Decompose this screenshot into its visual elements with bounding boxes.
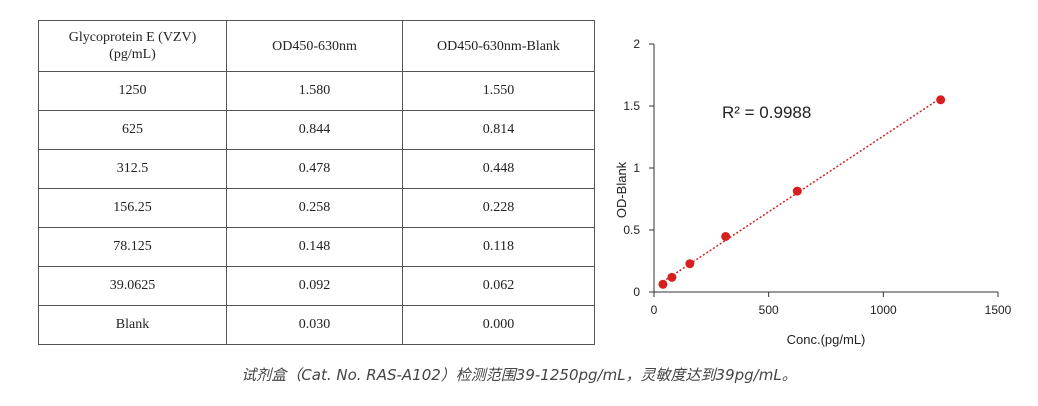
table-cell: 0.228 [402, 188, 595, 228]
data-point [667, 272, 677, 282]
table-cell: 0.478 [226, 149, 403, 189]
table-cell: 0.814 [402, 110, 595, 150]
x-tick-label: 1500 [985, 303, 1012, 317]
table-cell: 312.5 [38, 149, 227, 189]
y-tick-label: 1.5 [623, 99, 640, 113]
table-row: 39.0625 0.092 0.062 [38, 266, 595, 306]
y-tick-label: 2 [633, 37, 640, 51]
table-cell: 625 [38, 110, 227, 150]
chart-axes: 0 0.5 1 1.5 2 0 500 1000 1500 [623, 37, 1011, 317]
table-row: 156.25 0.258 0.228 [38, 188, 595, 228]
standard-curve-chart: 0 0.5 1 1.5 2 0 500 1000 1500 R² = 0.9988 Conc.(… [614, 37, 1012, 347]
data-point [936, 95, 946, 105]
table-cell: 1.550 [402, 71, 595, 111]
r-squared-annotation: R² = 0.9988 [722, 103, 811, 122]
table-cell: 0.000 [402, 305, 595, 345]
table-header-row: Glycoprotein E (VZV) (pg/mL) OD450-630nm O… [38, 20, 595, 72]
table-cell: 0.844 [226, 110, 403, 150]
table-cell: 1250 [38, 71, 227, 111]
data-table: Glycoprotein E (VZV) (pg/mL) OD450-630nm O… [38, 20, 595, 345]
table-cell: 1.580 [226, 71, 403, 111]
y-axis-label: OD-Blank [614, 161, 629, 218]
table-cell: 0.258 [226, 188, 403, 228]
y-tick-label: 0.5 [623, 223, 640, 237]
data-points [658, 95, 946, 289]
table-row: 78.125 0.148 0.118 [38, 227, 595, 267]
table-row: 312.5 0.478 0.448 [38, 149, 595, 189]
data-point [721, 231, 731, 241]
x-tick-label: 1000 [870, 303, 897, 317]
table-body: 1250 1.580 1.550 625 0.844 0.814 312.5 0.478 0.4… [38, 71, 595, 345]
table-cell: 0.118 [402, 227, 595, 267]
table-row: 625 0.844 0.814 [38, 110, 595, 150]
table-cell: 156.25 [38, 188, 227, 228]
y-tick-label: 1 [633, 161, 640, 175]
table-cell: 0.448 [402, 149, 595, 189]
x-tick-label: 500 [759, 303, 779, 317]
trendline [662, 97, 942, 283]
table-cell: 0.030 [226, 305, 403, 345]
data-point [658, 279, 668, 289]
table-cell: 0.092 [226, 266, 403, 306]
trendline-group [662, 97, 942, 283]
x-axis-label: Conc.(pg/mL) [787, 332, 866, 347]
table-header-cell: Glycoprotein E (VZV) (pg/mL) [38, 20, 227, 72]
table-header-cell: OD450-630nm [226, 20, 403, 72]
table-row: 1250 1.580 1.550 [38, 71, 595, 111]
table-cell: Blank [38, 305, 227, 345]
y-tick-label: 0 [633, 285, 640, 299]
table-header-cell: OD450-630nm-Blank [402, 20, 595, 72]
x-tick-label: 0 [651, 303, 658, 317]
caption: 试剂盒（Cat. No. RAS-A102）检测范围39-1250pg/mL，灵… [241, 366, 797, 384]
data-point [685, 259, 695, 269]
table-cell: 78.125 [38, 227, 227, 267]
table-cell: 39.0625 [38, 266, 227, 306]
data-point [792, 186, 802, 196]
table-cell: 0.062 [402, 266, 595, 306]
table-cell: 0.148 [226, 227, 403, 267]
table-row: Blank 0.030 0.000 [38, 305, 595, 345]
